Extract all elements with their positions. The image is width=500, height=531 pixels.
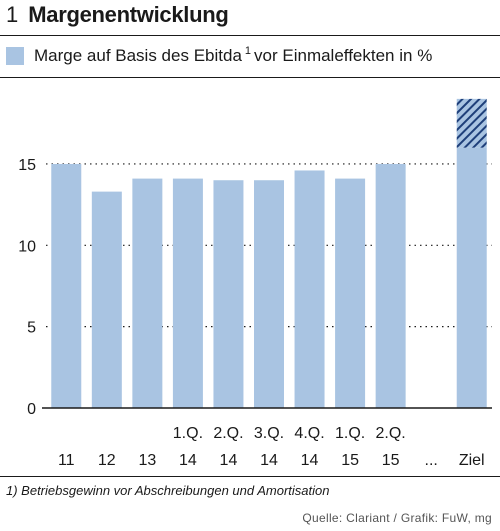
x-tick-label-top: 2.Q. <box>213 425 243 442</box>
footnote: 1) Betriebsgewinn vor Abschreibungen und… <box>6 483 330 498</box>
x-tick-label: Ziel <box>459 452 485 469</box>
x-tick-label: 15 <box>341 452 359 469</box>
x-tick-label-top: 1.Q. <box>335 425 365 442</box>
x-tick-label-top: 1.Q. <box>173 425 203 442</box>
bar <box>132 178 163 408</box>
source-credit: Quelle: Clariant / Grafik: FuW, mg <box>302 511 492 525</box>
bar <box>254 180 284 408</box>
x-tick-label-top: 4.Q. <box>294 425 324 442</box>
x-tick-label: 13 <box>138 452 156 469</box>
legend-swatch <box>6 46 24 65</box>
legend: Marge auf Basis des Ebitda 1 vor Einmaleff… <box>6 45 432 66</box>
bar <box>51 163 82 408</box>
x-tick-label: 14 <box>220 452 238 469</box>
x-tick-label-top: 3.Q. <box>254 425 284 442</box>
x-tick-label-top: 2.Q. <box>376 425 406 442</box>
chart-title: Margenentwicklung <box>28 2 229 27</box>
y-tick-label: 0 <box>27 401 36 418</box>
bar-chart: 0 5 10 15 11 12 13 1.Q. 14 2.Q. 14 3.Q. 14 4.Q. 14 1.Q.… <box>18 98 492 469</box>
legend-footnote-mark: 1 <box>244 45 252 57</box>
legend-label-main: Marge auf Basis des Ebitda <box>34 46 242 65</box>
x-tick-label: 11 <box>58 452 75 469</box>
y-tick-label: 10 <box>18 238 36 255</box>
bar <box>91 191 122 408</box>
title-rule <box>0 35 500 36</box>
bar <box>375 163 406 408</box>
x-tick-label: ... <box>425 452 438 469</box>
target-range-bar <box>456 98 487 148</box>
chart-header: 1 Margenentwicklung <box>6 2 229 34</box>
x-tick-label: 14 <box>260 452 278 469</box>
bar <box>294 170 325 408</box>
x-tick-label: 14 <box>301 452 319 469</box>
bar <box>213 180 244 408</box>
footnote-rule <box>0 476 500 477</box>
bar <box>335 178 366 408</box>
y-tick-label: 15 <box>18 157 36 174</box>
figure-number: 1 <box>6 2 19 27</box>
bar <box>456 147 487 408</box>
x-tick-label: 15 <box>382 452 400 469</box>
legend-label: Marge auf Basis des Ebitda 1 vor Einmaleff… <box>34 45 432 66</box>
x-tick-label: 12 <box>98 452 116 469</box>
y-tick-label: 5 <box>27 320 36 337</box>
x-tick-label: 14 <box>179 452 197 469</box>
bar <box>172 178 203 408</box>
legend-rule <box>0 77 500 78</box>
legend-label-rest: vor Einmaleffekten in % <box>254 46 433 65</box>
